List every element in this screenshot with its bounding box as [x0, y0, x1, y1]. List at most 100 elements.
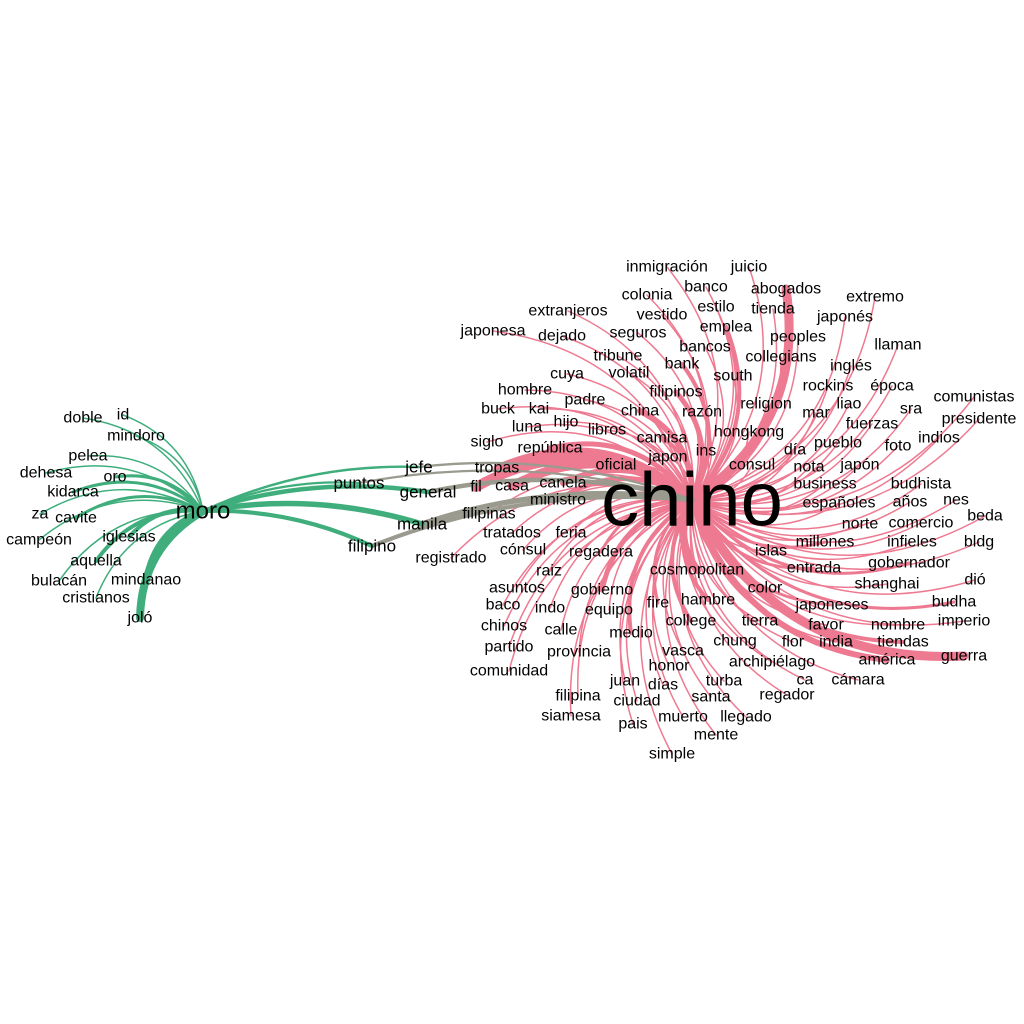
- word-label: raiz: [536, 563, 562, 580]
- edge-chino-razón: [691, 411, 713, 501]
- word-label: norte: [842, 516, 879, 533]
- edge-chino-libros: [606, 429, 693, 501]
- word-label: república: [518, 440, 583, 457]
- word-label: baco: [486, 597, 521, 614]
- word-label: tiendas: [877, 634, 929, 651]
- word-label: chinos: [481, 618, 527, 635]
- edge-chino-collegians: [691, 356, 782, 501]
- word-label: presidente: [942, 411, 1017, 428]
- shared-word-label: manila: [397, 515, 448, 534]
- word-label: china: [621, 403, 659, 420]
- word-label: siglo: [471, 434, 504, 451]
- word-label: mindoro: [107, 428, 165, 445]
- word-label: casa: [495, 478, 529, 495]
- word-label: estilo: [697, 299, 734, 316]
- word-label: llaman: [874, 337, 921, 354]
- edge-chino-hijo: [565, 421, 693, 501]
- word-label: canela: [539, 475, 586, 492]
- word-label: calle: [545, 622, 578, 639]
- word-label: bulacán: [31, 573, 87, 590]
- edge-moro-dehesa: [45, 465, 204, 512]
- word-label: cónsul: [500, 542, 546, 559]
- word-label: colonia: [622, 287, 673, 304]
- edge-layer: [38, 266, 986, 755]
- word-label: feria: [555, 525, 586, 542]
- word-label: tratados: [483, 525, 541, 542]
- edge-chino-extremo: [691, 296, 876, 501]
- word-label: camisa: [637, 430, 688, 447]
- word-label: business: [793, 476, 856, 493]
- edge-chino-comercio: [691, 499, 922, 550]
- word-label: budhista: [891, 476, 952, 493]
- word-label: hongkong: [714, 424, 784, 441]
- word-label: liao: [837, 396, 862, 413]
- word-label: religion: [740, 396, 792, 413]
- word-label: imperio: [938, 613, 991, 630]
- word-label: inglés: [830, 358, 872, 375]
- edge-moro-filipino: [200, 508, 375, 549]
- word-label: filipina: [555, 688, 600, 705]
- edge-chino-hongkong: [691, 431, 750, 501]
- word-label: comunidad: [470, 663, 548, 680]
- word-label: llegado: [720, 709, 772, 726]
- word-label: sra: [900, 401, 922, 418]
- word-label: nombre: [871, 617, 925, 634]
- edge-chino-liao: [691, 403, 850, 501]
- edge-moro-campeón: [38, 499, 204, 541]
- word-label: favor: [808, 617, 844, 634]
- edge-chino-bldg: [691, 499, 980, 571]
- shared-word-label: jefe: [404, 458, 432, 477]
- word-label: tienda: [751, 301, 795, 318]
- word-label: regadera: [569, 544, 633, 561]
- edge-chino-seguros: [637, 332, 700, 501]
- edge-chino-japonés: [691, 316, 846, 501]
- word-label: kidarca: [47, 484, 99, 501]
- word-label: volatil: [609, 365, 650, 382]
- word-label: mar: [802, 405, 830, 422]
- word-label: tropas: [475, 460, 519, 477]
- word-label: dió: [964, 572, 985, 589]
- word-label: medio: [609, 625, 653, 642]
- word-label: santa: [691, 689, 730, 706]
- word-label: flor: [782, 634, 805, 651]
- edge-chino-años: [691, 499, 911, 537]
- word-label: chung: [713, 633, 757, 650]
- edge-chino-regador: [689, 499, 788, 696]
- word-label: comercio: [889, 515, 954, 532]
- edge-chino-nota: [691, 466, 810, 507]
- word-label: aquella: [70, 553, 122, 570]
- word-label: buck: [481, 401, 516, 418]
- word-label: cuya: [550, 366, 584, 383]
- edge-chino-budha: [690, 498, 956, 610]
- word-label: padre: [565, 392, 606, 409]
- word-label: asuntos: [489, 580, 545, 597]
- shared-word-label: filipino: [348, 537, 396, 556]
- word-label: infieles: [887, 534, 937, 551]
- word-label: cavite: [55, 510, 97, 527]
- word-label: japón: [839, 457, 879, 474]
- word-label: honor: [649, 658, 691, 675]
- word-label: turba: [706, 673, 743, 690]
- word-label: oficial: [596, 457, 637, 474]
- edge-chino-comunistas: [691, 396, 975, 510]
- word-label: dehesa: [20, 465, 73, 482]
- word-label: japon: [647, 449, 687, 466]
- edge-chino-pais: [619, 499, 693, 725]
- word-label: extremo: [846, 289, 904, 306]
- word-label: simple: [649, 746, 695, 763]
- word-label: foto: [885, 438, 912, 455]
- word-label: rockins: [803, 378, 854, 395]
- edge-chino-rockins: [691, 385, 829, 501]
- edge-chino-buck: [497, 406, 693, 501]
- hub-label-moro: moro: [176, 498, 231, 525]
- word-label: collegians: [745, 349, 816, 366]
- edge-chino-simple: [640, 499, 693, 755]
- edge-chino-abogados: [687, 284, 794, 505]
- edge-chino-mente: [664, 499, 717, 736]
- word-label: kai: [529, 401, 549, 418]
- word-label: siamesa: [541, 708, 601, 725]
- edge-chino-beda: [691, 499, 986, 556]
- edge-chino-chinos: [503, 499, 693, 627]
